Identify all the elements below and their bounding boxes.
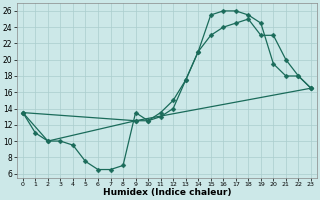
X-axis label: Humidex (Indice chaleur): Humidex (Indice chaleur): [103, 188, 231, 197]
